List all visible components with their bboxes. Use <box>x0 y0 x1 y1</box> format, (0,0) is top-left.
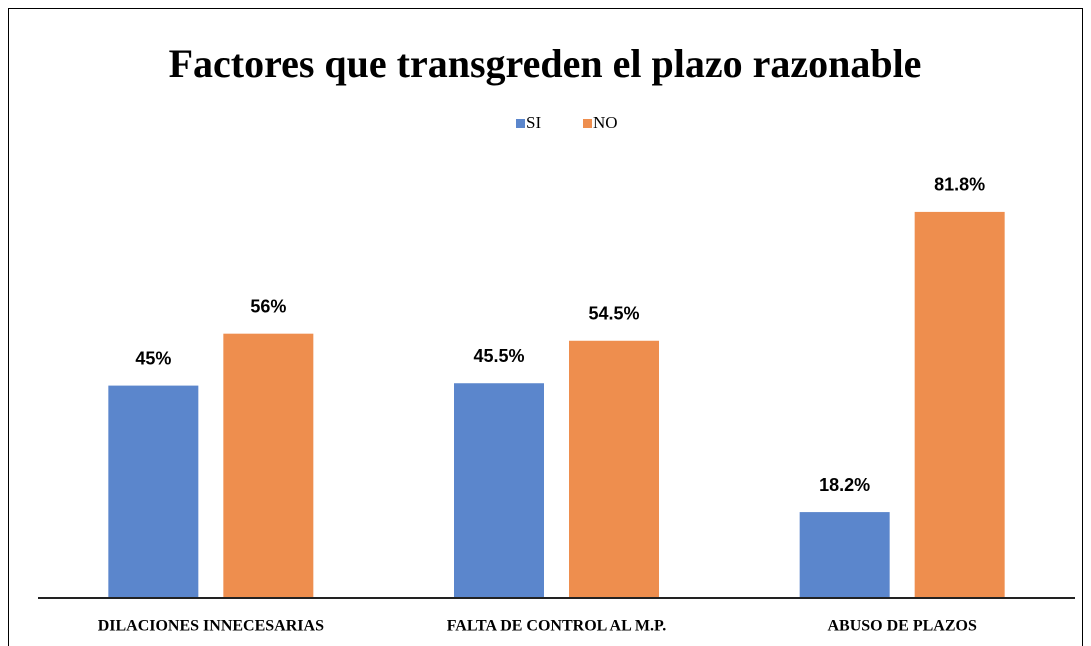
bar <box>454 383 544 598</box>
legend-label: NO <box>593 113 618 132</box>
value-label: 45.5% <box>473 346 524 366</box>
bar <box>223 333 314 598</box>
value-label: 45% <box>135 348 171 368</box>
value-label: 56% <box>250 296 286 316</box>
value-label: 81.8% <box>934 175 985 195</box>
x-tick-label: DILACIONES INNECESARIAS <box>98 618 324 635</box>
value-label: 54.5% <box>588 304 639 324</box>
legend-label: SI <box>526 113 541 132</box>
legend-swatch <box>516 119 525 128</box>
x-tick-label: FALTA DE CONTROL AL M.P. <box>447 618 667 635</box>
bar <box>799 512 890 598</box>
chart-title: Factores que transgreden el plazo razona… <box>169 41 922 86</box>
bar <box>569 340 659 598</box>
x-tick-label: ABUSO DE PLAZOS <box>827 618 976 635</box>
value-label: 18.2% <box>819 475 870 495</box>
legend-swatch <box>583 119 592 128</box>
bar <box>108 385 199 598</box>
bar <box>914 211 1005 599</box>
